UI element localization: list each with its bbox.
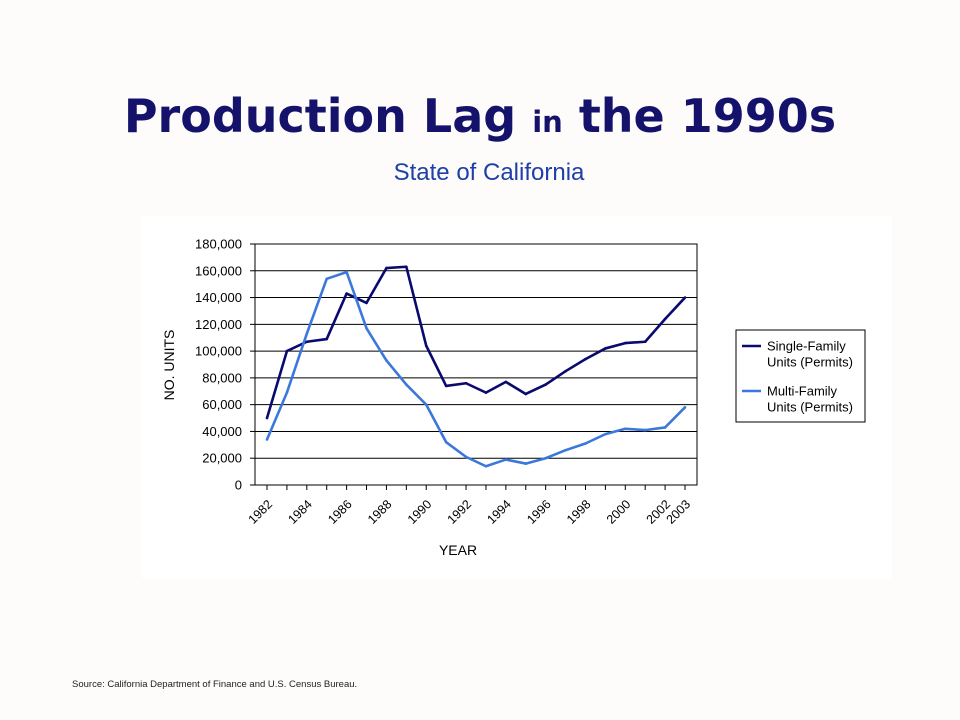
x-tick-label: 2000 [604, 497, 634, 527]
slide-title: Production Lag in the 1990s [0, 86, 960, 152]
data-point-multi-family [305, 332, 309, 336]
data-point-multi-family [643, 428, 647, 432]
data-point-multi-family [683, 406, 687, 409]
x-tick-label: 1994 [484, 497, 514, 527]
series-line-single-family [265, 265, 686, 419]
x-tick-label: 1992 [445, 497, 475, 527]
plot-frame [254, 243, 698, 486]
data-point-multi-family [484, 464, 488, 468]
x-tick-label: 1996 [524, 497, 554, 527]
data-point-single-family [345, 292, 348, 295]
data-point-single-family [265, 416, 269, 420]
y-tick-label: 0 [235, 478, 242, 493]
y-axis-title: NO. UNITS [161, 330, 177, 401]
data-point-single-family [683, 296, 687, 299]
data-point-single-family [325, 337, 329, 341]
data-point-single-family [365, 301, 368, 305]
data-point-single-family [584, 357, 587, 361]
legend-label: Single-Family [767, 339, 846, 354]
x-tick-label: 1988 [365, 497, 395, 527]
y-tick-label: 140,000 [195, 290, 242, 305]
x-tick-label: 1990 [405, 497, 435, 527]
title-part-2: in [532, 105, 563, 139]
y-tick-label: 160,000 [195, 263, 242, 278]
data-point-single-family [424, 344, 428, 348]
data-point-single-family [604, 347, 607, 350]
y-tick-label: 100,000 [195, 344, 242, 359]
data-point-single-family [285, 349, 289, 353]
data-point-multi-family [564, 448, 567, 452]
data-point-multi-family [365, 327, 368, 330]
legend-label: Units (Permits) [767, 355, 853, 370]
line-chart: 0 20,000 40,000 60,000 80,000 100,000 120,000 1… [161, 237, 866, 558]
data-point-single-family [643, 340, 647, 344]
data-point-multi-family [405, 383, 408, 386]
data-point-single-family [504, 380, 508, 384]
y-tick-label: 40,000 [202, 424, 242, 439]
x-tick-label: 1984 [285, 497, 315, 527]
x-tick-label: 1982 [246, 497, 276, 527]
data-point-multi-family [504, 458, 508, 461]
x-tick-label: 1998 [564, 497, 594, 527]
data-point-single-family [305, 340, 309, 344]
data-point-multi-family [524, 462, 528, 465]
source-note: Source: California Department of Finance… [72, 679, 358, 690]
data-point-single-family [464, 381, 468, 385]
series-line-multi-family [265, 270, 686, 468]
data-point-multi-family [604, 432, 607, 436]
y-tick-label: 60,000 [202, 397, 242, 412]
data-point-single-family [663, 317, 667, 321]
data-point-single-family [444, 384, 448, 388]
data-point-single-family [405, 265, 408, 269]
data-point-multi-family [345, 270, 348, 274]
data-point-multi-family [544, 456, 547, 460]
data-point-single-family [564, 369, 567, 373]
y-tick-label: 80,000 [202, 370, 242, 385]
title-part-1: Production Lag [123, 89, 517, 143]
data-point-single-family [623, 341, 627, 345]
data-point-single-family [484, 391, 488, 394]
data-point-multi-family [385, 359, 388, 362]
data-point-multi-family [464, 455, 468, 459]
data-point-multi-family [265, 438, 269, 441]
x-tick-label: 1986 [325, 497, 355, 527]
data-point-single-family [544, 383, 547, 386]
y-tick-label: 180,000 [195, 237, 242, 252]
data-point-multi-family [444, 440, 448, 444]
x-axis-title: YEAR [439, 542, 477, 558]
y-tick-label: 120,000 [195, 317, 242, 332]
data-point-multi-family [584, 442, 587, 445]
title-part-3: the 1990s [578, 89, 837, 143]
legend-label: Units (Permits) [767, 400, 853, 415]
data-point-multi-family [623, 427, 627, 431]
chart-container: 0 20,000 40,000 60,000 80,000 100,000 120,000 1… [142, 216, 892, 578]
slide-subtitle: State of California [393, 159, 585, 186]
y-tick-label: 20,000 [202, 451, 242, 466]
data-point-single-family [524, 392, 528, 396]
data-point-multi-family [325, 277, 329, 281]
data-point-multi-family [424, 403, 428, 406]
data-point-multi-family [285, 391, 289, 394]
data-point-multi-family [663, 426, 667, 429]
legend-label: Multi-Family [767, 384, 838, 399]
x-tick-label: 2003 [664, 497, 694, 527]
data-point-single-family [385, 266, 388, 270]
